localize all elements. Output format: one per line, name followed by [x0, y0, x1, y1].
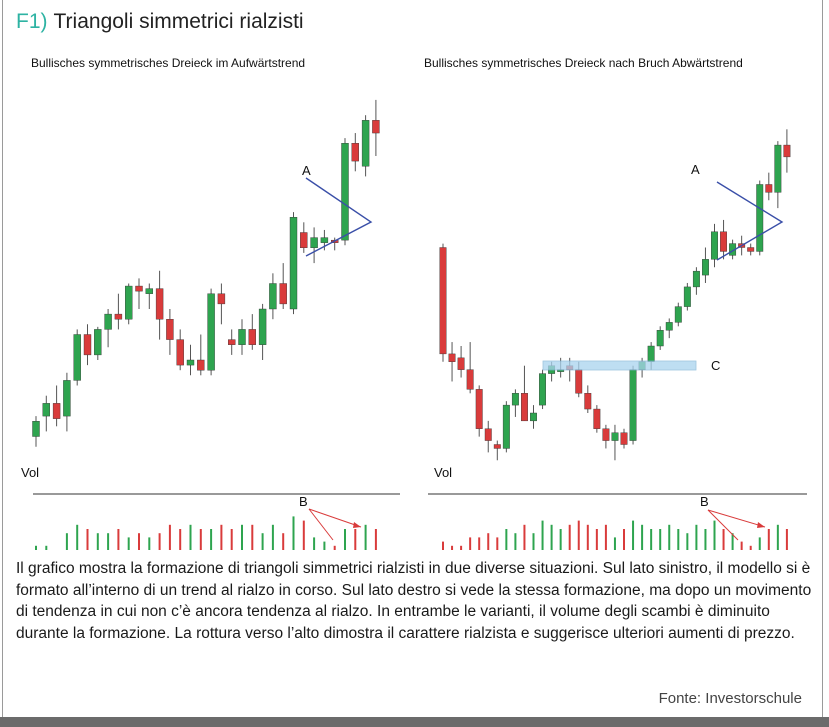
candle-body: [320, 237, 329, 243]
candle-body: [611, 432, 619, 441]
candle-body: [351, 143, 359, 162]
candle-body: [176, 339, 184, 366]
left-chart-subtitle: Bullisches symmetrisches Dreieck im Aufw…: [31, 56, 306, 70]
candle-body: [114, 313, 123, 320]
right-pattern-label: A: [691, 162, 700, 177]
candle-body: [756, 184, 764, 252]
candle-body: [310, 237, 318, 249]
candle-body: [166, 319, 174, 340]
triangle-pattern: [716, 181, 784, 261]
volume-arrow: [308, 508, 362, 528]
right-vol-label: Vol: [434, 465, 452, 480]
triangle-pattern: [305, 177, 373, 257]
candle-body: [279, 283, 287, 305]
candle-body: [258, 308, 267, 345]
candle-body: [584, 393, 592, 410]
candle-body: [602, 428, 610, 441]
right-chart: [428, 129, 807, 550]
candle-body: [63, 380, 71, 417]
candle-body: [457, 357, 465, 370]
candle-body: [702, 259, 709, 276]
candle-body: [94, 329, 102, 356]
volume-arrow: [707, 509, 766, 528]
candle-body: [493, 444, 501, 449]
candle-body: [593, 408, 601, 429]
candlestick-charts: Vol Vol A A C B B: [21, 99, 807, 550]
candle-body: [300, 232, 308, 249]
resistance-label: C: [711, 358, 720, 373]
volume-arrow: [308, 508, 334, 541]
candle-body: [439, 247, 447, 355]
candle-body: [269, 283, 277, 310]
candle-body: [361, 120, 370, 167]
candle-body: [145, 288, 154, 294]
left-vol-label: Vol: [21, 465, 39, 480]
candle-body: [656, 330, 664, 347]
candle-body: [674, 306, 682, 323]
candle-body: [711, 231, 718, 260]
candle-body: [52, 403, 61, 419]
candle-body: [73, 334, 81, 381]
arrowhead: [353, 522, 361, 528]
candle-body: [217, 293, 226, 305]
candle-body: [289, 216, 298, 310]
arrowhead: [757, 522, 765, 528]
candle-body: [629, 369, 637, 441]
candle-body: [227, 339, 236, 345]
candle-body: [575, 369, 583, 394]
left-chart: [32, 99, 400, 550]
candle-body: [448, 353, 456, 362]
candle-body: [647, 345, 655, 362]
candle-body: [783, 144, 791, 158]
candle-body: [83, 334, 92, 356]
figure-number: F1): [16, 10, 48, 33]
candle-body: [32, 421, 40, 437]
candle-body: [765, 184, 773, 193]
candle-body: [104, 313, 112, 330]
candle-body: [207, 293, 215, 371]
candle-body: [124, 285, 133, 320]
candle-body: [620, 432, 628, 445]
figure-title-text: Triangoli simmetrici rialzisti: [53, 10, 304, 33]
candle-body: [197, 359, 205, 371]
candle-body: [466, 369, 474, 390]
candle-body: [692, 270, 700, 288]
figure-caption: Il grafico mostra la formazione di trian…: [16, 560, 812, 642]
candle-body: [665, 322, 673, 331]
bottom-bar: [0, 717, 829, 727]
candle-body: [248, 329, 257, 345]
candle-body: [530, 412, 537, 422]
candle-body: [155, 288, 164, 320]
source-credit: Fonte: Investorschule: [658, 690, 802, 707]
candle-body: [372, 120, 380, 134]
candle-body: [475, 389, 483, 429]
candle-body: [511, 393, 519, 406]
candle-body: [539, 373, 546, 406]
candle-body: [774, 144, 782, 193]
figure-title: F1) Triangoli simmetrici rialzisti: [16, 10, 304, 34]
right-chart-subtitle: Bullisches symmetrisches Dreieck nach Br…: [424, 56, 743, 70]
candle-body: [484, 428, 492, 441]
candle-body: [683, 286, 691, 307]
right-volume-label: B: [700, 494, 709, 509]
left-volume-label: B: [299, 494, 308, 509]
candle-body: [42, 403, 50, 417]
candle-body: [502, 404, 510, 449]
candle-body: [720, 231, 727, 252]
volume-arrow: [707, 509, 739, 541]
candle-body: [186, 359, 195, 366]
resistance-zone: [542, 360, 697, 371]
candle-body: [135, 285, 143, 292]
candle-body: [238, 329, 246, 345]
candle-body: [341, 143, 349, 241]
candle-body: [747, 247, 755, 252]
left-pattern-label: A: [302, 163, 311, 178]
candle-body: [521, 393, 528, 422]
